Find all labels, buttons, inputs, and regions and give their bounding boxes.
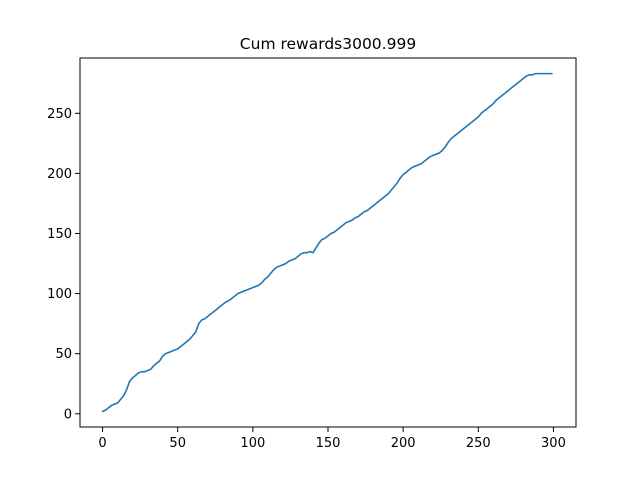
x-tick-label: 150 (316, 436, 341, 451)
x-tick-label: 0 (98, 436, 106, 451)
y-tick-label: 250 (47, 107, 72, 122)
y-tick-label: 150 (47, 227, 72, 242)
y-tick-label: 0 (64, 407, 72, 422)
x-tick-label: 50 (169, 436, 186, 451)
series-line (101, 72, 553, 413)
x-tick-label: 250 (466, 436, 491, 451)
x-tick-label: 300 (541, 436, 566, 451)
series-layer (101, 72, 553, 413)
y-tick-label: 100 (47, 287, 72, 302)
x-tick-label: 100 (240, 436, 265, 451)
x-tick-label: 200 (391, 436, 416, 451)
plot-frame (79, 57, 577, 428)
y-tick-label: 50 (55, 347, 72, 362)
chart-title: Cum rewards3000.999 (240, 35, 416, 53)
axis-ticks: 0 50 100 150 200 250 300 0 50 100 150 200 250 (47, 107, 566, 451)
y-tick-label: 200 (47, 167, 72, 182)
